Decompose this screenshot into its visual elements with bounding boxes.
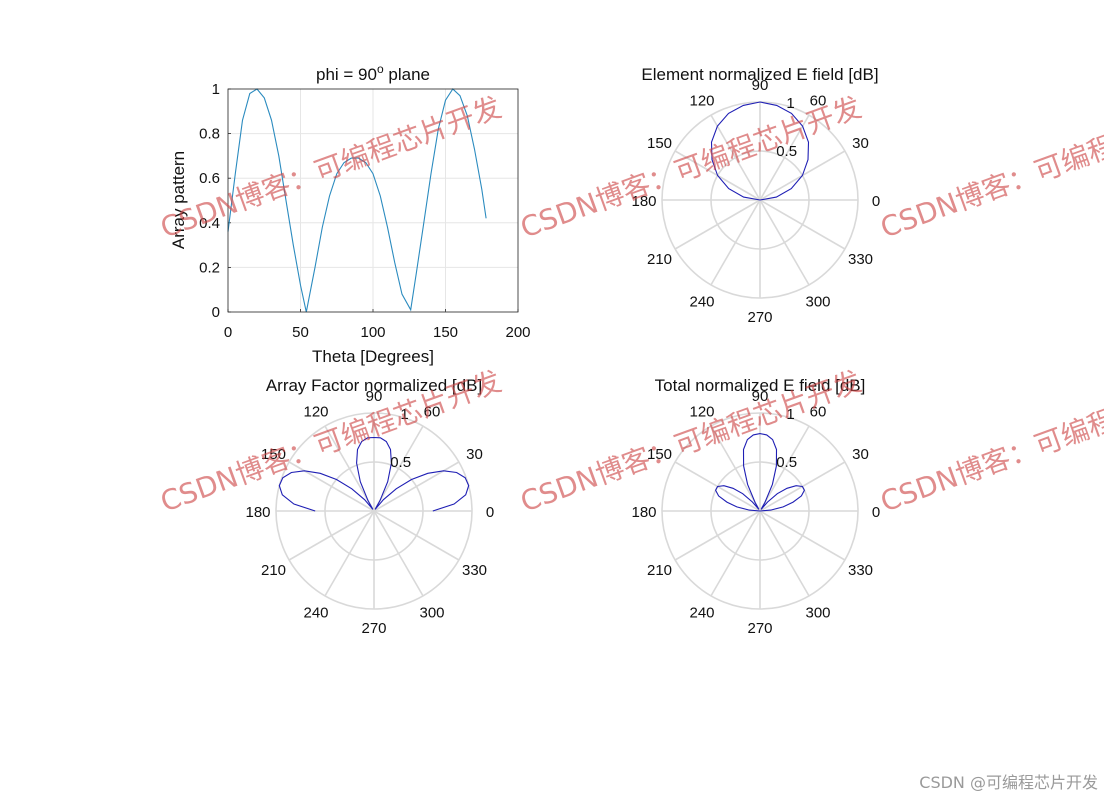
polar-angle-label: 180: [631, 504, 656, 521]
polar-angle-label: 0: [872, 193, 880, 210]
y-tick-label: 0.2: [199, 259, 220, 276]
polar-angle-label: 270: [361, 620, 386, 637]
y-tick-label: 0.8: [199, 126, 220, 143]
polar-spoke: [288, 510, 375, 561]
x-tick-label: 200: [505, 324, 530, 341]
polar-angle-label: 60: [810, 93, 827, 110]
polar-angle-label: 270: [747, 309, 772, 326]
polar-radial-label: 1: [786, 406, 794, 423]
y-axis-label: Array pattern: [169, 151, 188, 249]
polar-spoke: [288, 461, 375, 512]
polar-angle-label: 90: [752, 77, 769, 94]
polar-subplot-element: 0 30 60 90 120 150 180 210 240 270 300 330 0.5 1 Eleme…: [631, 65, 880, 326]
line-plot-axes-box: [227, 88, 519, 313]
polar-spoke: [373, 425, 424, 512]
polar-angle-label: 300: [419, 605, 444, 622]
polar-angle-label: 210: [261, 562, 286, 579]
polar-angle-label: 30: [852, 446, 869, 463]
polar-spoke: [373, 510, 460, 561]
polar-angle-label: 0: [872, 504, 880, 521]
polar-angle-label: 0: [486, 504, 494, 521]
polar-radial-label: 1: [786, 95, 794, 112]
y-tick-label: 0: [212, 304, 220, 321]
polar-angle-label: 240: [689, 605, 714, 622]
polar-radial-label: 0.5: [776, 143, 797, 160]
polar-angle-label: 300: [805, 294, 830, 311]
y-tick-labels: 0 0.2 0.4 0.6 0.8 1: [199, 81, 220, 321]
polar-spoke: [324, 510, 375, 597]
polar-spoke: [373, 461, 460, 512]
x-tick-label: 100: [360, 324, 385, 341]
polar-angle-label: 150: [261, 446, 286, 463]
polar-radial-label: 0.5: [390, 454, 411, 471]
polar-angle-label: 330: [848, 251, 873, 268]
polar-spoke: [674, 199, 761, 250]
polar-angle-label: 150: [647, 135, 672, 152]
y-tick-label: 0.4: [199, 215, 220, 232]
watermark-text: CSDN博客：可编程芯片开发: [876, 364, 1104, 518]
polar-spoke: [710, 425, 761, 512]
polar-angle-label: 150: [647, 446, 672, 463]
x-axis-label: Theta [Degrees]: [312, 347, 434, 366]
polar-angle-label: 240: [303, 605, 328, 622]
polar-radial-label: 1: [400, 406, 408, 423]
x-tick-labels: 0 50 100 150 200: [224, 324, 531, 341]
polar-pattern-curve: [714, 433, 806, 512]
polar-spoke: [324, 425, 375, 512]
polar-angle-label: 60: [810, 404, 827, 421]
polar-spoke: [710, 114, 761, 201]
polar-angle-label: 90: [366, 388, 383, 405]
polar-radial-label: 0.5: [776, 454, 797, 471]
title-suffix: plane: [384, 65, 430, 84]
polar-angle-label: 120: [689, 93, 714, 110]
polar-angle-label: 240: [689, 294, 714, 311]
polar-angle-label: 330: [462, 562, 487, 579]
polar-title: Element normalized E field [dB]: [641, 65, 878, 84]
polar-spoke: [759, 114, 810, 201]
x-tick-label: 50: [292, 324, 309, 341]
polar-angle-label: 210: [647, 251, 672, 268]
credit-text: CSDN @可编程芯片开发: [919, 773, 1098, 792]
line-series: [227, 88, 487, 313]
polar-pattern-curve: [710, 101, 810, 201]
x-tick-label: 150: [433, 324, 458, 341]
y-tick-label: 0.6: [199, 170, 220, 187]
polar-spoke: [759, 425, 810, 512]
polar-angle-label: 120: [689, 404, 714, 421]
polar-angle-label: 180: [245, 504, 270, 521]
polar-title: Array Factor normalized [dB]: [266, 376, 482, 395]
line-plot-title: phi = 90o plane: [316, 62, 430, 84]
polar-angle-label: 180: [631, 193, 656, 210]
polar-spoke: [759, 199, 846, 250]
line-subplot: 0 50 100 150 200 0 0.2 0.4 0.6 0.8 1 phi = 90o pl…: [169, 62, 531, 366]
polar-angle-label: 270: [747, 620, 772, 637]
polar-angle-label: 30: [852, 135, 869, 152]
polar-angle-label: 60: [424, 404, 441, 421]
polar-angle-label: 330: [848, 562, 873, 579]
polar-spoke: [759, 510, 810, 597]
polar-subplot-total: 0 30 60 90 120 150 180 210 240 270 300 330 0.5 1 Total…: [631, 376, 880, 637]
polar-spoke: [710, 510, 761, 597]
polar-spoke: [759, 510, 846, 561]
polar-spoke: [710, 199, 761, 286]
polar-spoke: [373, 510, 424, 597]
polar-spoke: [674, 510, 761, 561]
polar-angle-label: 30: [466, 446, 483, 463]
watermark-text: CSDN博客：可编程芯片开发: [876, 90, 1104, 244]
polar-angle-label: 210: [647, 562, 672, 579]
x-tick-label: 0: [224, 324, 232, 341]
y-tick-label: 1: [212, 81, 220, 98]
polar-angle-label: 120: [303, 404, 328, 421]
title-superscript: o: [377, 62, 384, 76]
polar-subplot-array-factor: 0 30 60 90 120 150 180 210 240 270 300 330 0.5 1 Array…: [245, 376, 494, 637]
polar-angle-label: 300: [805, 605, 830, 622]
polar-angle-label: 90: [752, 388, 769, 405]
watermark-text: CSDN博客：可编程芯片开发: [516, 90, 865, 244]
polar-pattern-curve: [278, 436, 470, 512]
polar-spoke: [759, 199, 810, 286]
polar-title: Total normalized E field [dB]: [655, 376, 866, 395]
